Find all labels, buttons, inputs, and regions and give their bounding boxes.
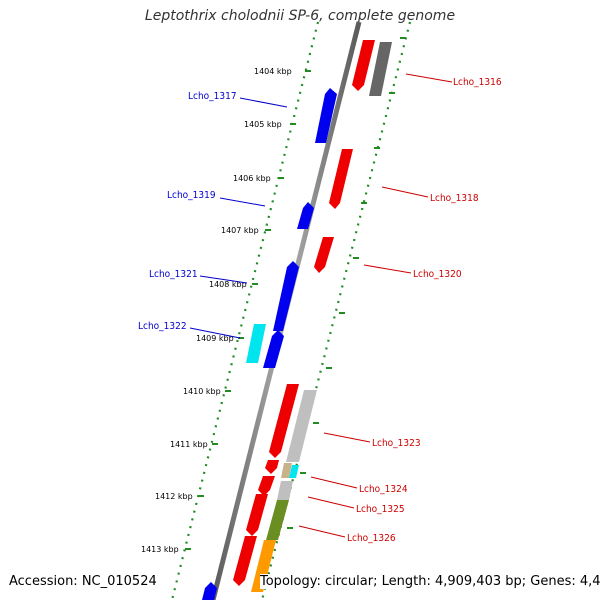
gene-lcho-1318-feature[interactable] <box>329 149 353 209</box>
gene-lcho-1322-feature[interactable] <box>263 330 284 368</box>
gene-lcho-1319-feature[interactable] <box>297 202 314 229</box>
gene-lcho-1325-red-feature[interactable] <box>258 476 275 496</box>
gene-lcho-1324-tan-feature[interactable] <box>281 463 292 478</box>
kbp-label-1404: 1404 kbp <box>254 67 292 76</box>
gene-label-lcho-1319[interactable]: Lcho_1319 <box>167 190 216 201</box>
kbp-label-1409: 1409 kbp <box>196 334 234 343</box>
gene-label-lcho-1317[interactable]: Lcho_1317 <box>188 91 237 102</box>
genome-title: Leptothrix cholodnii SP-6, complete geno… <box>144 8 456 24</box>
gene-label-lcho-1325[interactable]: Lcho_1325 <box>356 504 405 515</box>
kbp-label-1408: 1408 kbp <box>209 280 247 289</box>
gene-label-lcho-1322[interactable]: Lcho_1322 <box>138 321 187 332</box>
gene-label-lcho-1321[interactable]: Lcho_1321 <box>149 269 198 280</box>
gene-lcho-1325-gray-feature[interactable] <box>277 481 293 500</box>
gene-lcho-1317-feature[interactable] <box>315 88 337 143</box>
gene-lcho-1326-olive-feature[interactable] <box>266 500 289 540</box>
kbp-label-1406: 1406 kbp <box>233 174 271 183</box>
gene-label-lcho-1324[interactable]: Lcho_1324 <box>359 484 408 495</box>
kbp-label-1405: 1405 kbp <box>244 120 282 129</box>
gene-lcho-1321-feature[interactable] <box>273 261 299 331</box>
gene-reverse-bottom-red-feature[interactable] <box>233 536 257 586</box>
forward-ruler-dotted-line <box>170 21 320 600</box>
accession-text: Accession: NC_010524 <box>9 574 157 589</box>
genome-summary-text: Topology: circular; Length: 4,909,403 bp… <box>260 574 600 589</box>
gene-lcho-1326-red-feature[interactable] <box>246 494 268 536</box>
gene-lcho-1316-feature[interactable] <box>352 40 375 91</box>
gene-lcho-1324-cyan-feature[interactable] <box>289 465 299 478</box>
gene-label-lcho-1318[interactable]: Lcho_1318 <box>430 193 479 204</box>
gene-lcho-1324-red-feature[interactable] <box>265 460 279 474</box>
gene-lcho-1316-gray-feature[interactable] <box>369 42 392 96</box>
gene-reverse-bottom-orange-feature[interactable] <box>251 540 276 592</box>
gene-lcho-1322-cyan-feature[interactable] <box>246 324 266 363</box>
gene-lcho-1323-feature[interactable] <box>269 384 299 458</box>
gene-label-lcho-1326[interactable]: Lcho_1326 <box>347 533 396 544</box>
kbp-label-1412: 1412 kbp <box>155 492 193 501</box>
gene-label-lcho-1323[interactable]: Lcho_1323 <box>372 438 421 449</box>
kbp-label-1411: 1411 kbp <box>170 440 208 449</box>
kbp-label-1413: 1413 kbp <box>141 545 179 554</box>
ruler-ticks <box>185 37 406 550</box>
kbp-label-1410: 1410 kbp <box>183 387 221 396</box>
gene-label-lcho-1316[interactable]: Lcho_1316 <box>453 77 502 88</box>
gene-lcho-1320-feature[interactable] <box>314 237 334 273</box>
kbp-label-1407: 1407 kbp <box>221 226 259 235</box>
gene-forward-bottom-feature[interactable] <box>202 582 217 600</box>
gene-lcho-1323-gray-feature[interactable] <box>286 390 317 462</box>
gene-label-lcho-1320[interactable]: Lcho_1320 <box>413 269 462 280</box>
